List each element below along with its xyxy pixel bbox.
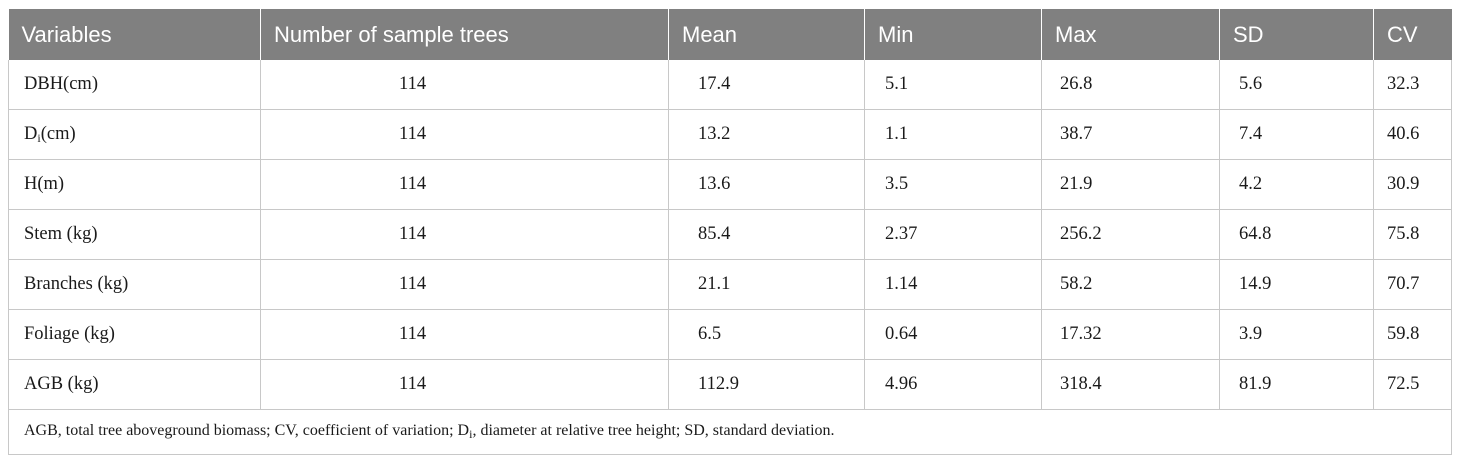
column-header: Max [1041, 9, 1220, 60]
max-cell: 26.8 [1041, 60, 1220, 110]
variable-cell: DBH(cm) [8, 60, 261, 110]
sd-cell: 4.2 [1219, 159, 1374, 210]
table-footnote: AGB, total tree aboveground biomass; CV,… [8, 409, 1452, 455]
table-row: Stem (kg) 114 85.4 2.37 256.2 64.8 75.8 [8, 209, 1452, 260]
column-header: Number of sample trees [260, 9, 669, 60]
sd-cell: 5.6 [1219, 60, 1374, 110]
mean-cell: 21.1 [668, 259, 865, 310]
column-header: Min [864, 9, 1042, 60]
table-row: DBH(cm) 114 17.4 5.1 26.8 5.6 32.3 [8, 60, 1452, 110]
min-cell: 1.14 [864, 259, 1042, 310]
variable-cell: H(m) [8, 159, 261, 210]
column-header: Variables [8, 9, 261, 60]
max-cell: 256.2 [1041, 209, 1220, 260]
n-cell: 114 [260, 209, 669, 260]
mean-cell: 6.5 [668, 309, 865, 360]
n-cell: 114 [260, 259, 669, 310]
mean-cell: 112.9 [668, 359, 865, 410]
min-cell: 4.96 [864, 359, 1042, 410]
sd-cell: 81.9 [1219, 359, 1374, 410]
table-row: AGB (kg) 114 112.9 4.96 318.4 81.9 72.5 [8, 359, 1452, 410]
footnote-row: AGB, total tree aboveground biomass; CV,… [8, 409, 1452, 455]
min-cell: 2.37 [864, 209, 1042, 260]
biomass-statistics-table: Variables Number of sample trees Mean Mi… [8, 9, 1452, 455]
sd-cell: 3.9 [1219, 309, 1374, 360]
n-cell: 114 [260, 109, 669, 160]
cv-cell: 72.5 [1373, 359, 1452, 410]
sd-cell: 14.9 [1219, 259, 1374, 310]
mean-cell: 17.4 [668, 60, 865, 110]
cv-cell: 40.6 [1373, 109, 1452, 160]
variable-cell: Foliage (kg) [8, 309, 261, 360]
column-header: CV [1373, 9, 1452, 60]
cv-cell: 32.3 [1373, 60, 1452, 110]
max-cell: 17.32 [1041, 309, 1220, 360]
n-cell: 114 [260, 60, 669, 110]
cv-cell: 70.7 [1373, 259, 1452, 310]
table-row: Foliage (kg) 114 6.5 0.64 17.32 3.9 59.8 [8, 309, 1452, 360]
mean-cell: 13.2 [668, 109, 865, 160]
min-cell: 1.1 [864, 109, 1042, 160]
max-cell: 21.9 [1041, 159, 1220, 210]
variable-cell: Branches (kg) [8, 259, 261, 310]
max-cell: 38.7 [1041, 109, 1220, 160]
min-cell: 5.1 [864, 60, 1042, 110]
n-cell: 114 [260, 359, 669, 410]
table-container: Variables Number of sample trees Mean Mi… [8, 9, 1452, 455]
cv-cell: 59.8 [1373, 309, 1452, 360]
min-cell: 3.5 [864, 159, 1042, 210]
variable-cell: AGB (kg) [8, 359, 261, 410]
variable-cell: Di(cm) [8, 109, 261, 160]
cv-cell: 30.9 [1373, 159, 1452, 210]
cv-cell: 75.8 [1373, 209, 1452, 260]
table-row: Branches (kg) 114 21.1 1.14 58.2 14.9 70.7 [8, 259, 1452, 310]
max-cell: 318.4 [1041, 359, 1220, 410]
column-header: SD [1219, 9, 1374, 60]
table-row: H(m) 114 13.6 3.5 21.9 4.2 30.9 [8, 159, 1452, 210]
header-row: Variables Number of sample trees Mean Mi… [8, 9, 1452, 60]
sd-cell: 64.8 [1219, 209, 1374, 260]
mean-cell: 85.4 [668, 209, 865, 260]
variable-cell: Stem (kg) [8, 209, 261, 260]
max-cell: 58.2 [1041, 259, 1220, 310]
n-cell: 114 [260, 159, 669, 210]
column-header: Mean [668, 9, 865, 60]
mean-cell: 13.6 [668, 159, 865, 210]
n-cell: 114 [260, 309, 669, 360]
table-row: Di(cm) 114 13.2 1.1 38.7 7.4 40.6 [8, 109, 1452, 160]
sd-cell: 7.4 [1219, 109, 1374, 160]
min-cell: 0.64 [864, 309, 1042, 360]
